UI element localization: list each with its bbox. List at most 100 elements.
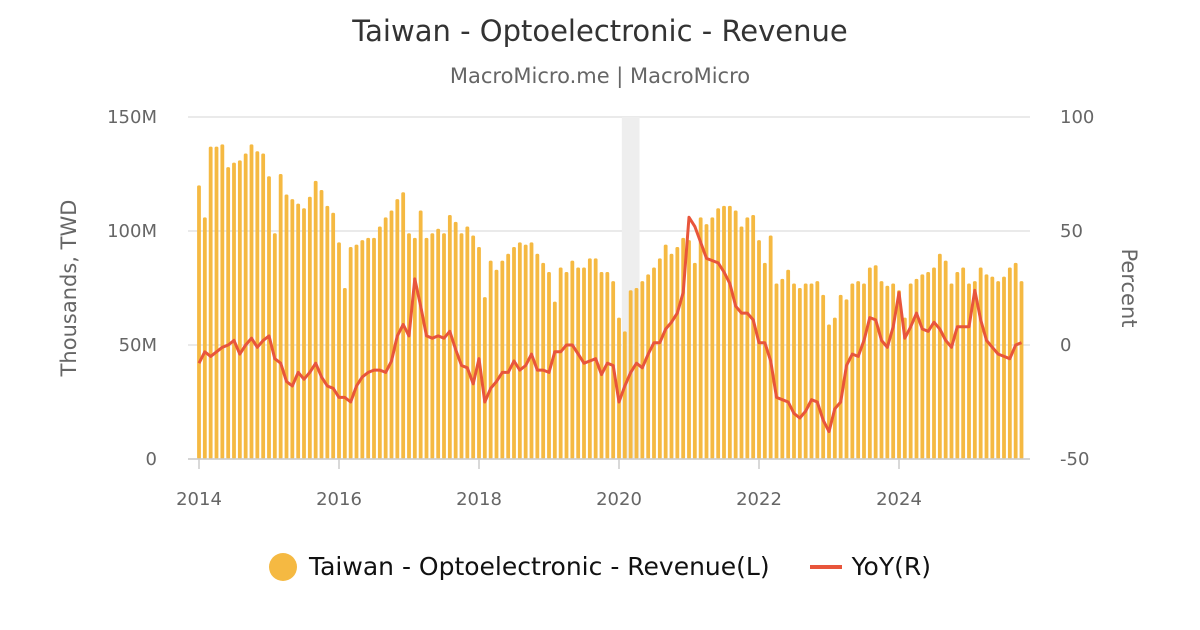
revenue-bar: [879, 281, 884, 459]
revenue-bar: [395, 199, 400, 459]
revenue-bar: [488, 260, 493, 459]
revenue-bar: [873, 265, 878, 459]
revenue-bar: [867, 267, 872, 459]
revenue-bar: [331, 212, 336, 459]
revenue-bar: [214, 146, 219, 459]
revenue-bar: [943, 260, 948, 459]
revenue-bar: [307, 196, 312, 460]
revenue-bar: [908, 283, 913, 459]
right-tick-label: 50: [1060, 221, 1083, 242]
revenue-bar: [827, 324, 831, 459]
revenue-bar: [902, 317, 907, 459]
left-tick-label: 150M: [107, 107, 157, 128]
left-tick-label: 50M: [119, 335, 157, 356]
revenue-bar: [535, 253, 540, 459]
revenue-bar: [412, 237, 417, 459]
revenue-bar: [955, 272, 960, 459]
revenue-bar: [926, 272, 931, 459]
revenue-bar: [226, 167, 231, 459]
revenue-bar: [482, 297, 487, 459]
revenue-bar: [418, 210, 423, 459]
right-tick-label: -50: [1060, 449, 1089, 470]
revenue-bar: [564, 272, 569, 459]
revenue-bar: [722, 205, 726, 459]
revenue-bar: [430, 233, 435, 459]
revenue-bar: [442, 233, 446, 459]
revenue-bar: [512, 246, 516, 459]
legend-item-yoy[interactable]: YoY(R): [809, 552, 931, 581]
revenue-bar: [850, 283, 855, 459]
legend: Taiwan - Optoelectronic - Revenue(L) YoY…: [0, 552, 1200, 581]
revenue-bar: [792, 283, 796, 459]
revenue-bar: [821, 294, 826, 459]
x-tick-label: 2020: [596, 489, 642, 510]
revenue-bar: [1007, 267, 1012, 459]
revenue-bar: [1013, 262, 1018, 459]
revenue-bar: [372, 237, 376, 459]
revenue-bar: [599, 272, 604, 459]
revenue-bar: [996, 281, 1001, 459]
revenue-bar: [786, 269, 791, 459]
revenue-bar: [646, 274, 651, 459]
legend-label-yoy: YoY(R): [851, 552, 931, 581]
revenue-bar: [342, 288, 347, 459]
revenue-bar: [407, 233, 411, 459]
legend-item-revenue[interactable]: Taiwan - Optoelectronic - Revenue(L): [268, 552, 770, 581]
revenue-bar: [523, 244, 528, 459]
revenue-bar: [506, 253, 511, 459]
revenue-bar: [436, 228, 441, 459]
revenue-bar: [348, 246, 353, 459]
revenue-bar: [541, 262, 546, 459]
chart-subtitle: MacroMicro.me | MacroMicro: [449, 64, 751, 88]
revenue-bar: [739, 226, 744, 459]
revenue-bar: [640, 281, 645, 459]
revenue-bar: [237, 160, 242, 459]
revenue-bar: [1019, 281, 1024, 459]
revenue-bar: [803, 283, 808, 459]
revenue-bar: [698, 217, 703, 459]
right-axis-title: Percent: [1117, 248, 1141, 327]
revenue-bar: [471, 235, 476, 459]
x-tick-label: 2024: [876, 489, 922, 510]
revenue-bar: [570, 260, 575, 459]
revenue-bar: [634, 288, 639, 459]
revenue-bar: [692, 262, 697, 459]
revenue-bar: [949, 283, 954, 459]
revenue-bar: [424, 237, 429, 459]
revenue-bar: [576, 267, 581, 459]
revenue-bar: [302, 208, 306, 459]
revenue-bar: [290, 199, 295, 459]
revenue-bar: [267, 176, 271, 459]
revenue-bar: [832, 317, 837, 459]
revenue-bar: [447, 215, 452, 459]
revenue-bar: [762, 262, 767, 459]
revenue-bar: [961, 267, 966, 459]
revenue-bar: [768, 235, 773, 459]
revenue-bar: [937, 253, 942, 459]
revenue-bar: [780, 278, 785, 459]
revenue-bar: [862, 283, 866, 459]
revenue-bar: [272, 233, 277, 459]
x-tick-label: 2018: [456, 489, 502, 510]
left-tick-label: 100M: [107, 221, 157, 242]
revenue-bar: [704, 224, 709, 459]
revenue-bar: [477, 246, 481, 459]
revenue-bar: [202, 217, 207, 459]
x-tick-label: 2022: [736, 489, 782, 510]
revenue-bar: [990, 276, 995, 459]
revenue-bar: [669, 253, 674, 459]
revenue-bar: [552, 301, 557, 459]
revenue-bar: [459, 233, 464, 459]
revenue-bar: [984, 274, 989, 459]
x-tick-label: 2016: [316, 489, 362, 510]
revenue-bar: [844, 299, 849, 459]
revenue-bar: [675, 246, 680, 459]
revenue-bar: [757, 240, 761, 459]
revenue-bar: [687, 240, 691, 459]
revenue-bar: [354, 244, 359, 459]
revenue-bar: [914, 278, 919, 459]
revenue-bar: [710, 217, 715, 459]
revenue-bar: [932, 267, 936, 459]
revenue-bar: [716, 208, 721, 459]
